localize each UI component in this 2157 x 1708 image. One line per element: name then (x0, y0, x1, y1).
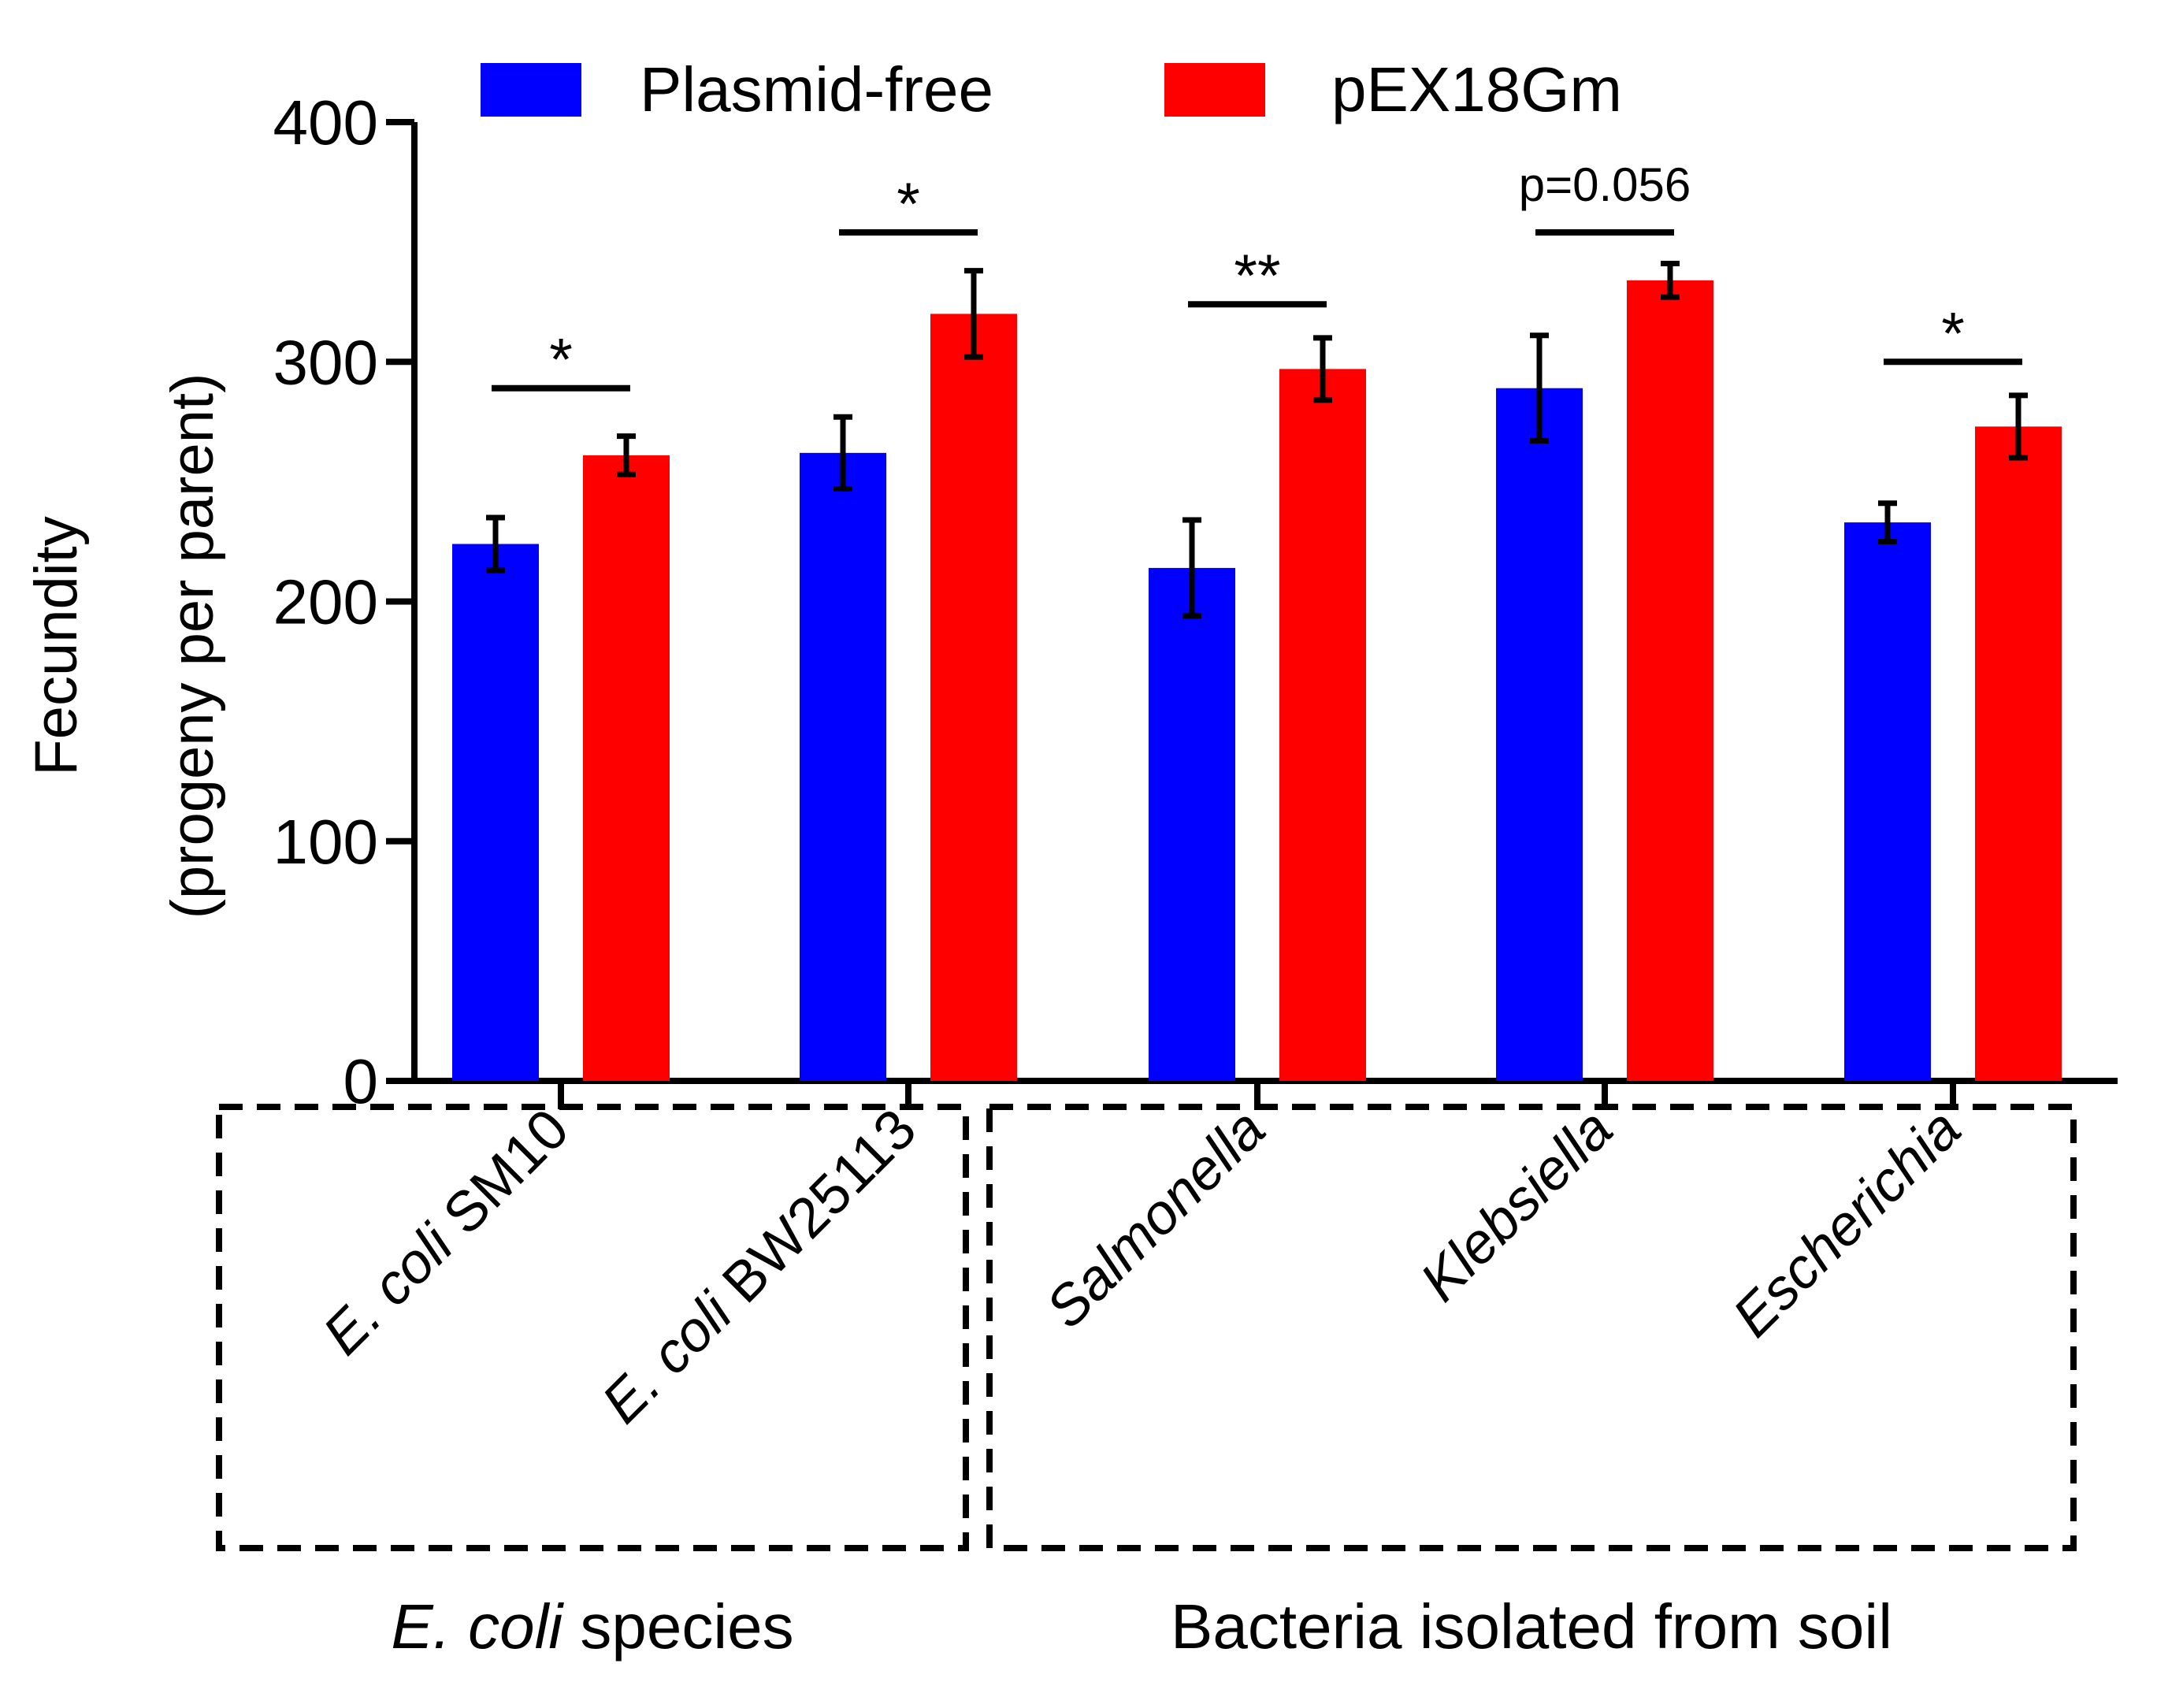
x-tick-label-italic: Klebsiella (1409, 1097, 1624, 1313)
y-tick-label: 300 (273, 327, 378, 397)
x-tick-label: Klebsiella (1409, 1097, 1624, 1313)
y-tick-label: 400 (273, 87, 378, 158)
x-tick-label-plain: SM10 (421, 1097, 581, 1258)
bar-pex18gm (1975, 426, 2062, 1081)
legend-swatch-pex18gm (1164, 63, 1265, 117)
bar-plasmid-free (1844, 522, 1931, 1081)
x-tick-label: E. coli SM10 (311, 1097, 581, 1367)
y-axis-title: Fecundity (progeny per parent) (23, 373, 226, 919)
significance-label: * (549, 327, 573, 394)
legend-label-pex18gm: pEX18Gm (1331, 54, 1622, 124)
bars (452, 261, 2062, 1081)
bar-plasmid-free (1496, 388, 1583, 1081)
group-label-e-coli-italic: E. coli (391, 1591, 564, 1662)
bar-plasmid-free (452, 544, 539, 1081)
x-tick-label: E. coli BW25113 (590, 1097, 928, 1435)
y-tick-label: 100 (273, 807, 378, 877)
legend-label-plasmid-free: Plasmid-free (640, 54, 993, 124)
x-tick-label: Escherichia (1721, 1097, 1973, 1350)
y-axis-label-line1: Fecundity (23, 516, 90, 776)
significance-label: * (1941, 300, 1965, 367)
significance-label: p=0.056 (1519, 158, 1691, 211)
x-tick-label-italic: Escherichia (1721, 1097, 1973, 1350)
y-axis-label-line2: (progeny per parent) (159, 373, 226, 919)
group-label-e-coli: E. coli species (391, 1591, 793, 1662)
legend-swatch-plasmid-free (481, 63, 581, 117)
x-tick-label: Salmonella (1034, 1097, 1277, 1340)
bar-pex18gm (1627, 280, 1713, 1081)
x-tick-label-plain: BW25113 (700, 1097, 929, 1327)
bar-plasmid-free (1149, 567, 1235, 1081)
bar-pex18gm (1279, 369, 1366, 1081)
significance-annotations: ****p=0.056* (492, 158, 2022, 394)
y-tick-label: 200 (273, 567, 378, 637)
bar-pex18gm (583, 455, 670, 1081)
bar-pex18gm (930, 314, 1017, 1081)
bar-plasmid-free (800, 452, 886, 1081)
group-label-soil: Bacteria isolated from soil (1171, 1591, 1892, 1662)
group-label-e-coli-plain: species (562, 1591, 793, 1662)
group-box-e-coli (216, 1104, 969, 1551)
legend: Plasmid-free pEX18Gm (481, 54, 1622, 124)
significance-label: * (897, 171, 920, 238)
group-box-soil (986, 1104, 2077, 1551)
x-tick-label-italic: Salmonella (1034, 1097, 1277, 1340)
significance-label: ** (1234, 243, 1280, 310)
